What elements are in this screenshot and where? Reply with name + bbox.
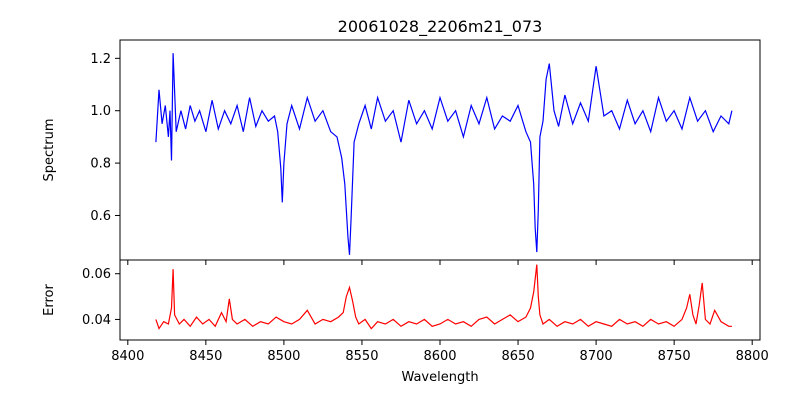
- y-tick-label: 1.2: [90, 52, 111, 67]
- y-tick-label: 0.8: [90, 157, 111, 172]
- spectrum-x-ticks: [127, 260, 753, 265]
- spectrum-axes-frame: [119, 39, 761, 261]
- x-tick-label: 8700: [580, 349, 613, 364]
- spectrum-y-axis-label: Spectrum: [42, 119, 57, 182]
- x-tick-label: 8450: [189, 349, 222, 364]
- y-tick-label: 0.6: [90, 209, 111, 224]
- error-y-ticks: 0.04 0.06: [82, 267, 120, 328]
- x-tick-label: 8500: [267, 349, 300, 364]
- x-tick-label: 8600: [423, 349, 456, 364]
- error-panel: 0.04 0.06 8400 8450 8500 8550 8600 8650 8700 875…: [42, 259, 769, 385]
- error-series-line: [155, 264, 732, 330]
- y-tick-label: 0.04: [82, 313, 111, 328]
- x-tick-label: 8750: [658, 349, 691, 364]
- y-tick-label: 0.06: [82, 267, 111, 282]
- x-tick-label: 8650: [502, 349, 535, 364]
- x-axis-label: Wavelength: [401, 370, 478, 385]
- x-tick-label: 8550: [345, 349, 378, 364]
- y-tick-label: 1.0: [90, 104, 111, 119]
- spectrum-panel: 0.6 0.8 1.0 1.2 Spectrum: [42, 39, 761, 265]
- spectrum-series-line: [155, 53, 733, 255]
- x-tick-label: 8800: [736, 349, 769, 364]
- error-axes-frame: [119, 259, 761, 341]
- chart-title: 20061028_2206m21_073: [338, 17, 543, 37]
- x-tick-label: 8400: [111, 349, 144, 364]
- error-x-ticks: 8400 8450 8500 8550 8600 8650 8700 8750 8800: [111, 340, 769, 364]
- error-y-axis-label: Error: [42, 284, 57, 316]
- spectrum-y-ticks: 0.6 0.8 1.0 1.2: [90, 52, 120, 224]
